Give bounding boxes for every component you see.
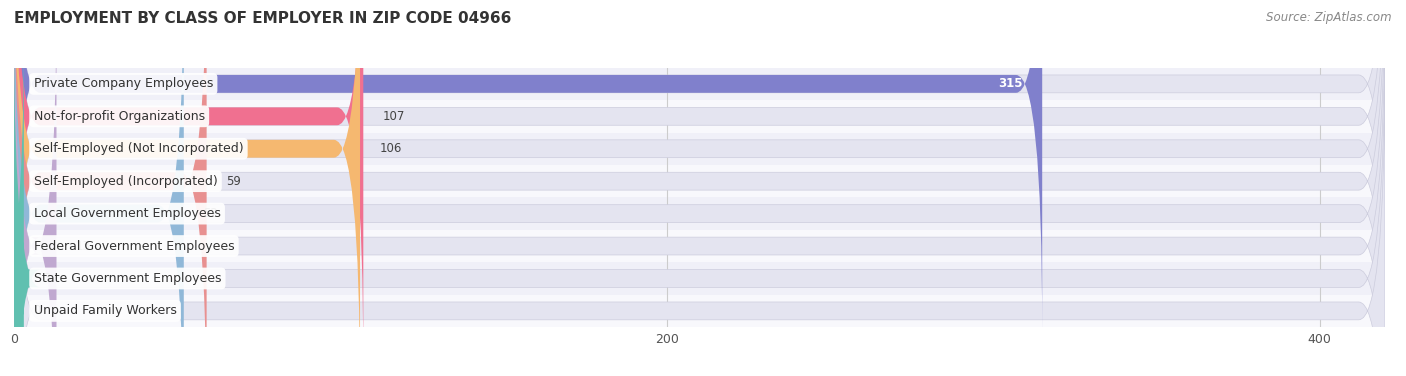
- Text: 13: 13: [76, 240, 91, 253]
- Bar: [14, 132, 1385, 165]
- FancyBboxPatch shape: [14, 0, 1385, 334]
- Text: EMPLOYMENT BY CLASS OF EMPLOYER IN ZIP CODE 04966: EMPLOYMENT BY CLASS OF EMPLOYER IN ZIP C…: [14, 11, 512, 26]
- FancyBboxPatch shape: [14, 0, 1385, 376]
- FancyBboxPatch shape: [14, 61, 1385, 376]
- FancyBboxPatch shape: [14, 0, 207, 376]
- Bar: [14, 100, 1385, 132]
- Text: State Government Employees: State Government Employees: [34, 272, 221, 285]
- FancyBboxPatch shape: [14, 0, 184, 376]
- Text: 52: 52: [204, 207, 218, 220]
- Bar: [14, 68, 1385, 100]
- FancyBboxPatch shape: [14, 28, 1385, 376]
- Text: Local Government Employees: Local Government Employees: [34, 207, 221, 220]
- Text: 315: 315: [998, 77, 1022, 90]
- Bar: [14, 295, 1385, 327]
- Text: 3: 3: [44, 272, 51, 285]
- Text: Not-for-profit Organizations: Not-for-profit Organizations: [34, 110, 205, 123]
- Text: 107: 107: [382, 110, 405, 123]
- Text: Self-Employed (Not Incorporated): Self-Employed (Not Incorporated): [34, 142, 243, 155]
- FancyBboxPatch shape: [14, 0, 1385, 376]
- Text: Federal Government Employees: Federal Government Employees: [34, 240, 235, 253]
- Text: Self-Employed (Incorporated): Self-Employed (Incorporated): [34, 175, 218, 188]
- Text: 0: 0: [34, 305, 41, 317]
- Text: Private Company Employees: Private Company Employees: [34, 77, 214, 90]
- Text: Unpaid Family Workers: Unpaid Family Workers: [34, 305, 177, 317]
- Text: 106: 106: [380, 142, 402, 155]
- FancyBboxPatch shape: [14, 0, 1385, 376]
- FancyBboxPatch shape: [0, 28, 41, 376]
- FancyBboxPatch shape: [14, 0, 56, 376]
- FancyBboxPatch shape: [14, 0, 1042, 334]
- FancyBboxPatch shape: [14, 0, 360, 376]
- Bar: [14, 230, 1385, 262]
- Bar: [14, 165, 1385, 197]
- Text: Source: ZipAtlas.com: Source: ZipAtlas.com: [1267, 11, 1392, 24]
- Bar: [14, 197, 1385, 230]
- FancyBboxPatch shape: [14, 0, 1385, 376]
- FancyBboxPatch shape: [14, 0, 1385, 367]
- Text: 59: 59: [226, 175, 240, 188]
- Bar: [14, 262, 1385, 295]
- FancyBboxPatch shape: [14, 0, 363, 367]
